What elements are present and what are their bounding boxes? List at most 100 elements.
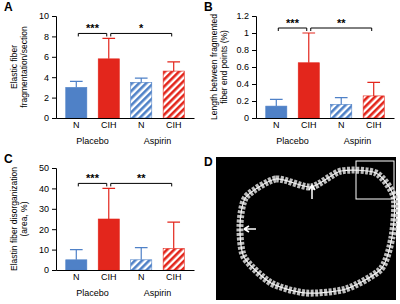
error-bar bbox=[102, 38, 115, 58]
tick: 20 bbox=[39, 225, 56, 235]
tick-mark bbox=[252, 118, 256, 119]
tick-label: CIH bbox=[166, 120, 182, 130]
significance-label: *** bbox=[86, 22, 100, 34]
zoom-box bbox=[356, 161, 394, 199]
tick-label: CIH bbox=[366, 120, 382, 130]
tick-mark bbox=[252, 50, 256, 51]
tick: 0.8 bbox=[236, 45, 256, 55]
group-label: Placebo bbox=[276, 136, 309, 146]
tick: CIH bbox=[366, 120, 382, 130]
plot: 01020304050NCIHNCIHPlaceboAspirinElastin… bbox=[9, 163, 195, 298]
bar bbox=[66, 87, 87, 118]
significance-label: ** bbox=[137, 172, 146, 184]
y-axis-title: Elastin fiber disorganization(area, %) bbox=[9, 167, 29, 271]
error-bar bbox=[135, 78, 148, 82]
tick: 0 bbox=[44, 265, 56, 275]
plot: 00.20.40.60.811.2NCIHNCIHPlaceboAspirinL… bbox=[209, 11, 395, 146]
error-bar bbox=[302, 33, 315, 63]
vessel-wall-inner bbox=[240, 170, 395, 293]
tick: 4 bbox=[44, 73, 56, 83]
y-axis-title: Length between fragmentedfiber end point… bbox=[209, 14, 229, 120]
axis-line bbox=[52, 169, 57, 271]
tick: 1 bbox=[244, 28, 256, 38]
tick-label: 0 bbox=[44, 113, 49, 123]
bar bbox=[163, 249, 184, 270]
y-axis: 0 10 20 30 40 50 bbox=[39, 163, 57, 275]
tick: 2 bbox=[44, 93, 56, 103]
group-label: Placebo bbox=[76, 288, 109, 298]
panel-label: B bbox=[204, 0, 213, 14]
tick: 8 bbox=[44, 32, 56, 42]
tick: N bbox=[138, 120, 145, 130]
tick-label: 20 bbox=[39, 225, 49, 235]
tick-mark bbox=[52, 270, 56, 271]
error-bar bbox=[167, 62, 180, 71]
tick: CIH bbox=[101, 272, 117, 282]
bar bbox=[163, 71, 184, 118]
x-axis: N CIH N CIH bbox=[57, 119, 195, 131]
tick-mark bbox=[52, 250, 56, 251]
tick-label: 30 bbox=[39, 204, 49, 214]
tick-mark bbox=[252, 101, 256, 102]
tick-mark bbox=[52, 209, 56, 210]
panel: C01020304050NCIHNCIHPlaceboAspirinElasti… bbox=[4, 152, 195, 298]
arrow bbox=[309, 185, 315, 199]
tick: CIH bbox=[166, 120, 182, 130]
tick-label: 0.4 bbox=[236, 79, 249, 89]
micrograph bbox=[216, 157, 396, 300]
tick: 30 bbox=[39, 204, 56, 214]
bars bbox=[66, 38, 185, 118]
bar bbox=[98, 59, 119, 118]
tick-mark bbox=[252, 84, 256, 85]
tick-label: 0.6 bbox=[236, 62, 249, 72]
tick-mark bbox=[52, 16, 56, 17]
tick: 50 bbox=[39, 163, 56, 173]
tick-mark bbox=[252, 16, 256, 17]
error-bar bbox=[335, 98, 348, 105]
error-bar bbox=[367, 82, 380, 96]
tick-mark bbox=[52, 188, 56, 189]
tick-label: 0 bbox=[44, 265, 49, 275]
tick-label: 0.8 bbox=[236, 45, 249, 55]
panel-label: D bbox=[204, 155, 213, 169]
bar bbox=[131, 260, 152, 270]
bar bbox=[98, 219, 119, 270]
tick-mark bbox=[252, 33, 256, 34]
tick-mark bbox=[52, 168, 56, 169]
tick-label: 2 bbox=[44, 93, 49, 103]
panel: A0246810NCIHNCIHPlaceboAspirinElastic fi… bbox=[4, 0, 195, 146]
tick-mark bbox=[252, 67, 256, 68]
plot: 0246810NCIHNCIHPlaceboAspirinElastic fib… bbox=[9, 11, 195, 146]
tick: N bbox=[73, 272, 80, 282]
group-label: Aspirin bbox=[144, 136, 172, 146]
tick-label: 10 bbox=[39, 245, 49, 255]
panel-label: C bbox=[4, 152, 13, 166]
x-axis: NCIHNCIH bbox=[57, 271, 195, 283]
tick: CIH bbox=[101, 120, 117, 130]
tick-label: CIH bbox=[101, 120, 117, 130]
tick-label: N bbox=[273, 120, 280, 130]
figure: A0246810NCIHNCIHPlaceboAspirinElastic fi… bbox=[0, 0, 400, 304]
tick: N bbox=[273, 120, 280, 130]
tick: 0 bbox=[244, 113, 256, 123]
axis-line bbox=[57, 270, 195, 271]
group-label: Aspirin bbox=[144, 288, 172, 298]
bars bbox=[66, 188, 185, 270]
tick-label: 1.2 bbox=[236, 11, 249, 21]
tick: N bbox=[73, 120, 80, 130]
tick-label: N bbox=[73, 120, 80, 130]
bar bbox=[331, 104, 352, 118]
tick: 1.2 bbox=[236, 11, 256, 21]
tick-label: 4 bbox=[44, 73, 49, 83]
error-bar bbox=[270, 99, 283, 106]
panel: B00.20.40.60.811.2NCIHNCIHPlaceboAspirin… bbox=[204, 0, 395, 146]
error-bar bbox=[102, 188, 115, 219]
error-bar bbox=[70, 81, 83, 87]
tick: 40 bbox=[39, 184, 56, 194]
tick-label: N bbox=[73, 272, 80, 282]
error-bar bbox=[167, 222, 180, 249]
group-label: Aspirin bbox=[344, 136, 372, 146]
tick: CIH bbox=[301, 120, 317, 130]
tick-label: N bbox=[138, 120, 145, 130]
tick-label: CIH bbox=[101, 272, 117, 282]
